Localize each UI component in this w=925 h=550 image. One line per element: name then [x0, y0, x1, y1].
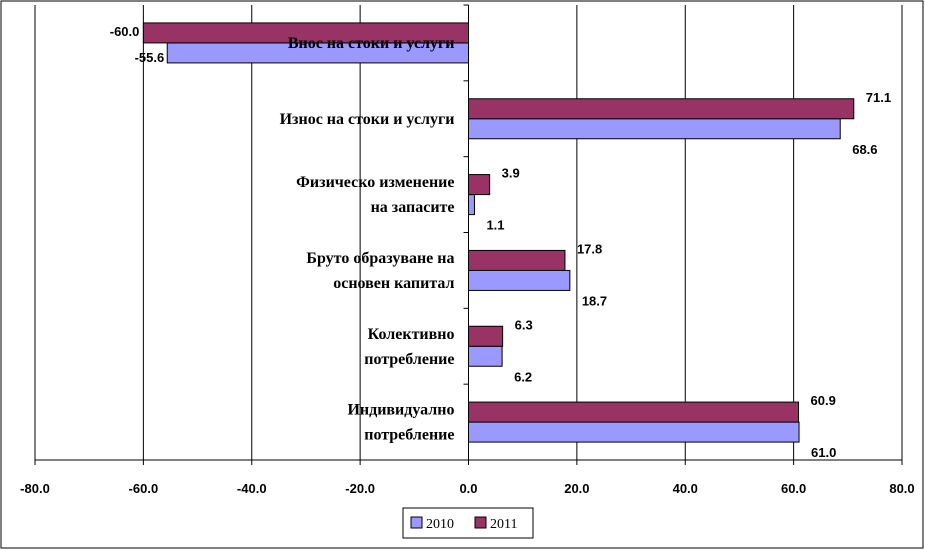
bar-2010: [468, 269, 571, 291]
axes: -80.0 -60.0 -40.0 -20.0 0.0 20.0 40.0 60.0 80.0: [20, 4, 915, 496]
data-label-2010: -55.6: [135, 50, 165, 65]
bar-2011: [468, 98, 855, 120]
category-label: Бруто образуване на основен капитал: [306, 250, 454, 292]
bar-2011: [468, 249, 566, 271]
legend: 2010 2011: [402, 507, 534, 539]
bar-2010: [468, 194, 475, 216]
x-tick-label: 60.0: [781, 481, 806, 496]
legend-label-2010: 2010: [426, 517, 454, 532]
data-label-2010: 6.2: [514, 369, 532, 384]
data-label-2011: 3.9: [502, 166, 520, 181]
category-label: Колективно потребление: [364, 326, 454, 368]
data-label-2011: 17.8: [577, 241, 602, 256]
legend-swatch-2011: [474, 516, 487, 529]
data-label-2011: 6.3: [515, 317, 533, 332]
data-label-2010: 1.1: [486, 218, 504, 233]
x-tick-label: 40.0: [673, 481, 698, 496]
category-label: Износ на стоки и услуги: [280, 111, 455, 128]
bar-2011: [468, 401, 800, 423]
bar-2011: [468, 174, 491, 196]
legend-box: [402, 507, 534, 539]
bar-2010: [468, 118, 841, 140]
legend-label-2011: 2011: [490, 517, 517, 532]
data-label-2010: 61.0: [811, 445, 836, 460]
labels: -55.6 -60.0 Внос на стоки и услуги 68.6 71.1…: [110, 24, 891, 460]
x-tick-label: 20.0: [564, 481, 589, 496]
x-tick-label: 0.0: [459, 481, 477, 496]
x-tick-label: -40.0: [237, 481, 267, 496]
category-label: Индивидуално потребление: [347, 402, 454, 444]
x-tick-label: -60.0: [129, 481, 159, 496]
category-label: Физическо изменение на запасите: [296, 174, 454, 216]
x-tick-label: 80.0: [889, 481, 914, 496]
category-label: Внос на стоки и услуги: [288, 35, 455, 52]
bar-2010: [468, 421, 800, 443]
bar-2010: [468, 345, 503, 367]
data-label-2011: -60.0: [110, 24, 140, 39]
bars: [142, 22, 855, 443]
data-label-2010: 68.6: [852, 142, 877, 157]
x-tick-label: -20.0: [345, 481, 375, 496]
data-label-2011: 71.1: [866, 90, 891, 105]
bar-2011: [468, 325, 504, 347]
x-tick-label: -80.0: [20, 481, 50, 496]
data-label-2011: 60.9: [811, 393, 836, 408]
legend-swatch-2010: [410, 516, 423, 529]
gridlines: [34, 5, 903, 460]
data-label-2010: 18.7: [582, 293, 607, 308]
